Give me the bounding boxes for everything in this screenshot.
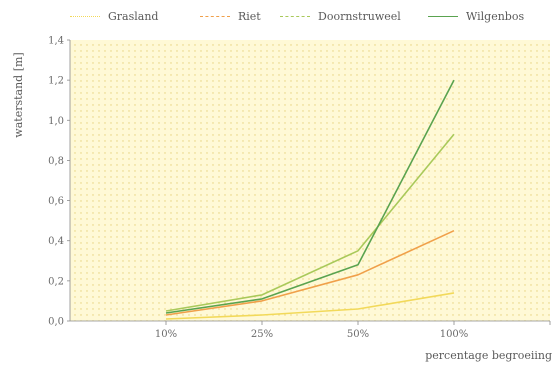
series-line-wilgenbos xyxy=(165,79,455,314)
y-tick-label: 0,2 xyxy=(48,276,64,287)
series-lines xyxy=(165,79,455,320)
series-line-grasland xyxy=(165,292,455,320)
legend-item-grasland: Grasland xyxy=(70,8,158,24)
y-tick-label: 1,0 xyxy=(48,116,64,127)
x-tick-label: 50% xyxy=(347,329,369,340)
legend-swatch-grasland xyxy=(70,15,100,17)
legend: Grasland Riet Doornstruweel Wilgenbos xyxy=(0,4,554,30)
y-tick-label: 0,8 xyxy=(48,156,64,167)
legend-label-wilgenbos: Wilgenbos xyxy=(466,9,525,23)
x-tick-label: 10% xyxy=(155,329,177,340)
plot-area xyxy=(70,40,550,321)
y-tick-label: 1,4 xyxy=(48,36,64,47)
y-tick-label: 0,6 xyxy=(48,196,64,207)
legend-item-doornstruweel: Doornstruweel xyxy=(280,8,401,24)
series-line-riet xyxy=(165,229,455,316)
y-tick-label: 0,0 xyxy=(48,317,64,328)
legend-label-grasland: Grasland xyxy=(108,9,159,23)
legend-swatch-riet xyxy=(200,15,230,17)
y-tick-label: 0,4 xyxy=(48,236,64,247)
x-axis-title: percentage begroeiing xyxy=(425,349,552,362)
axes: 0,0 0,2 0,4 0,6 0,8 1,0 1,2 1,4 10% 25% 50% 100% xyxy=(48,36,551,340)
y-axis-title: waterstand [m] xyxy=(12,52,25,137)
legend-item-riet: Riet xyxy=(200,8,261,24)
legend-label-riet: Riet xyxy=(238,9,261,23)
legend-item-wilgenbos: Wilgenbos xyxy=(428,8,524,24)
legend-swatch-doornstruweel xyxy=(280,15,310,17)
x-tick-label: 25% xyxy=(251,329,273,340)
y-tick-label: 1,2 xyxy=(48,76,64,87)
series-line-doornstruweel xyxy=(165,133,455,312)
legend-label-doornstruweel: Doornstruweel xyxy=(318,9,401,23)
x-tick-label: 100% xyxy=(440,329,469,340)
legend-swatch-wilgenbos xyxy=(428,15,458,17)
